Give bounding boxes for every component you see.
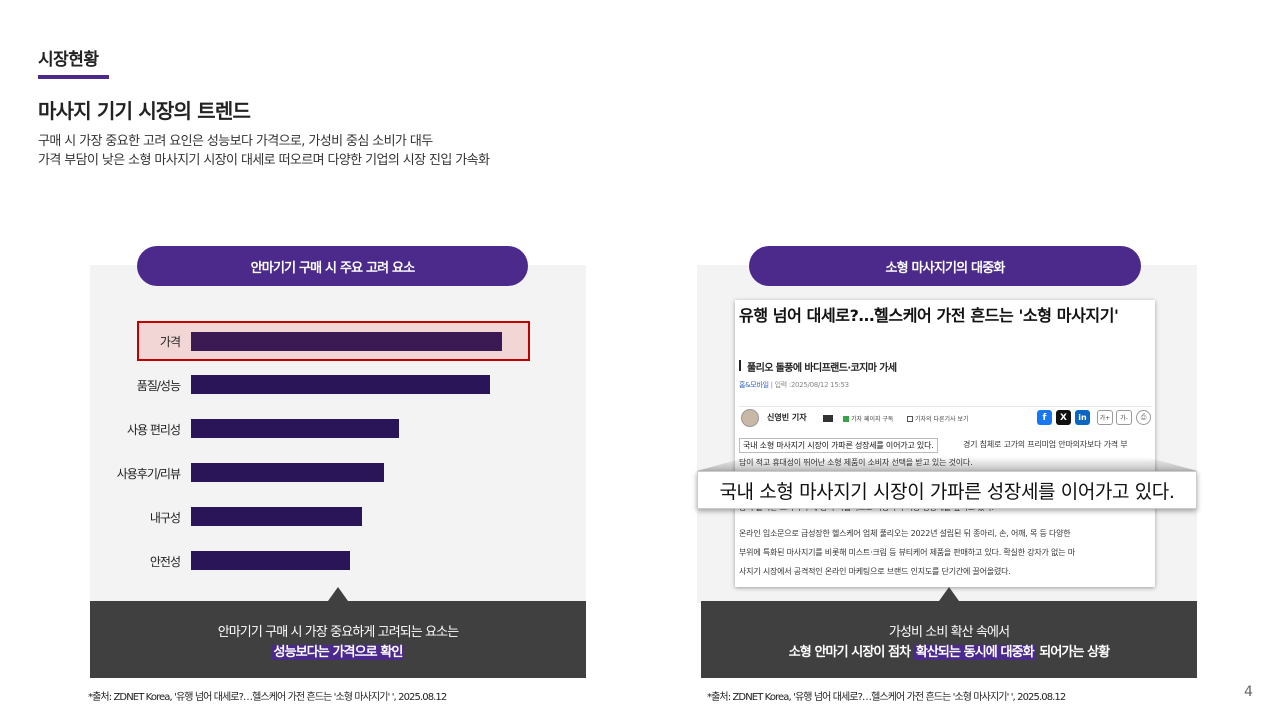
bar-safety xyxy=(191,551,350,570)
description-line-2: 가격 부담이 낮은 소형 마사지기 시장이 대세로 떠오르며 다양한 기업의 시… xyxy=(38,153,490,168)
right-callout-line-1: 가성비 소비 확산 속에서 xyxy=(888,625,1010,640)
article-body-para2-line-1: 온라인 입소문으로 급성장한 헬스케어 업체 풀리오는 2022년 설립된 뒤 … xyxy=(739,529,1071,538)
follow-link: 기자 페이지 구독 xyxy=(843,414,893,423)
article-body-line-2: 담이 적고 휴대성이 뛰어난 소형 제품이 소비자 선택을 받고 있는 것이다. xyxy=(739,454,1151,471)
left-callout-line-1: 안마기기 구매 시 가장 중요하게 고려되는 요소는 xyxy=(217,625,460,640)
article-category: 홈&모바일 xyxy=(739,381,769,389)
left-callout: 안마기기 구매 시 가장 중요하게 고려되는 요소는 성능보다는 가격으로 확인 xyxy=(90,587,586,678)
slide-description: 구매 시 가장 중요한 고려 요인은 성능보다 가격으로, 가성비 중심 소비가… xyxy=(38,132,490,170)
article-body-para2-line-3: 사지기 시장에서 공격적인 온라인 마케팅으로 브랜드 인지도를 단기간에 끌어… xyxy=(739,567,1011,576)
author-name: 신영빈 기자 xyxy=(767,413,807,422)
font-increase-icon: 가+ xyxy=(1097,410,1113,425)
bar-label: 가격 xyxy=(159,335,181,349)
follow-label: 기자 페이지 구독 xyxy=(851,416,894,423)
section-label: 시장현황 xyxy=(38,50,99,70)
bar-label: 품질/성능 xyxy=(136,379,181,393)
left-callout-line-2: 성능보다는 가격으로 확인 xyxy=(90,641,586,660)
other-articles-label: 기자의 다른기사 보기 xyxy=(915,416,969,423)
right-panel-title: 소형 마사지기의 대중화 xyxy=(749,246,1141,286)
article-title: 유행 넘어 대세로?…헬스케어 가전 흔드는 '소형 마사지기' xyxy=(739,306,1119,325)
article-meta: 홈&모바일 | 입력 :2025/08/12 15:53 xyxy=(739,380,849,390)
right-callout: 가성비 소비 확산 속에서 소형 안마기 시장이 점차 확산되는 동시에 대중화… xyxy=(701,587,1197,678)
bar-label: 안전성 xyxy=(149,555,181,569)
bar-label: 내구성 xyxy=(149,511,181,525)
subtitle-marker xyxy=(739,360,741,371)
bar-price xyxy=(191,332,502,351)
right-source: *출처: ZDNET Korea, '유행 넘어 대세로?…헬스케어 가전 흔드… xyxy=(707,692,1066,703)
avatar xyxy=(741,409,759,427)
right-callout-highlight: 확산되는 동시에 대중화 xyxy=(913,645,1036,660)
left-panel-title: 안마기기 구매 시 주요 고려 요소 xyxy=(137,246,528,286)
linkedin-icon: in xyxy=(1075,410,1090,425)
other-articles-link: 기자의 다른기사 보기 xyxy=(907,414,969,423)
section-underline xyxy=(38,75,109,79)
article-body-line-1: 경기 침체로 고가의 프리미엄 안마의자보다 가격 부 xyxy=(963,440,1128,449)
x-icon: X xyxy=(1056,410,1071,425)
news-article-screenshot: 유행 넘어 대세로?…헬스케어 가전 흔드는 '소형 마사지기' 풀리오 돌풍에… xyxy=(735,300,1155,587)
slide-title: 마사지 기기 시장의 트렌드 xyxy=(38,99,251,123)
right-callout-line-2: 소형 안마기 시장이 점차 확산되는 동시에 대중화 되어가는 상황 xyxy=(701,641,1197,660)
bar-quality xyxy=(191,375,490,394)
follow-icon xyxy=(843,416,849,422)
bar-durability xyxy=(191,507,362,526)
right-callout-pre: 소형 안마기 시장이 점차 xyxy=(788,645,914,660)
zoom-shadow xyxy=(697,457,1197,471)
description-line-1: 구매 시 가장 중요한 고려 요인은 성능보다 가격으로, 가성비 중심 소비가… xyxy=(38,134,433,149)
article-body-para2-line-2: 부위에 특화된 마사지기를 비롯해 미스트·크림 등 뷰티케어 제품을 판매하고… xyxy=(739,548,1075,557)
article-subtitle: 풀리오 돌풍에 바디프랜드·코지마 가세 xyxy=(747,363,897,374)
bar-reviews xyxy=(191,463,384,482)
print-icon: ⎙ xyxy=(1136,410,1151,425)
right-callout-post: 되어가는 상황 xyxy=(1035,645,1110,660)
left-callout-highlight: 성능보다는 가격으로 확인 xyxy=(271,645,405,660)
article-date: | 입력 :2025/08/12 15:53 xyxy=(768,381,850,389)
left-source: *출처: ZDNET Korea, '유행 넘어 대세로?…헬스케어 가전 흔드… xyxy=(88,692,447,703)
bar-label: 사용 편리성 xyxy=(126,423,181,437)
callout-pointer xyxy=(939,587,959,601)
page-number: 4 xyxy=(1244,684,1253,700)
bar-label: 사용후기/리뷰 xyxy=(116,467,181,481)
other-articles-icon xyxy=(907,416,913,422)
callout-pointer xyxy=(328,587,348,601)
author-row: 신영빈 기자 기자 페이지 구독 기자의 다른기사 보기 f X in 가+ 가… xyxy=(739,406,1151,430)
bar-convenience xyxy=(191,419,399,438)
zoomed-quote: 국내 소형 마사지기 시장이 가파른 성장세를 이어가고 있다. xyxy=(697,471,1197,509)
article-quote-small: 국내 소형 마사지기 시장이 가파른 성장세를 이어가고 있다. xyxy=(739,438,938,453)
facebook-icon: f xyxy=(1037,410,1052,425)
mail-icon xyxy=(823,415,833,422)
font-decrease-icon: 가- xyxy=(1116,410,1132,425)
